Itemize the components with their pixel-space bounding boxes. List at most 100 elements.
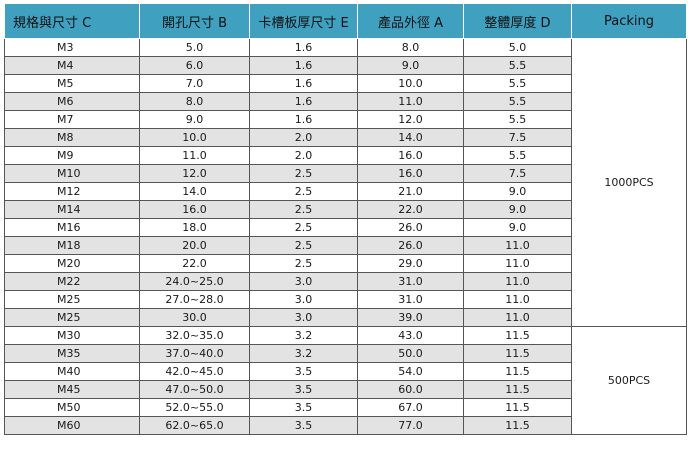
- table-row: M10 12.0 2.5 16.0 7.5: [4, 164, 687, 183]
- outer-diameter-cell: 8.0: [357, 38, 464, 57]
- outer-diameter-cell: 16.0: [357, 146, 464, 165]
- overall-thickness-cell: 11.0: [463, 290, 572, 309]
- hole-size-cell: 20.0: [139, 236, 250, 255]
- outer-diameter-cell: 10.0: [357, 74, 464, 93]
- hole-size-cell: 42.0~45.0: [139, 362, 250, 381]
- panel-thickness-cell: 3.0: [249, 272, 358, 291]
- panel-thickness-cell: 3.0: [249, 290, 358, 309]
- header-panel-thickness: 卡槽板厚尺寸 E: [249, 3, 358, 39]
- size-cell: M60: [4, 416, 140, 435]
- panel-thickness-cell: 1.6: [249, 38, 358, 57]
- hole-size-cell: 9.0: [139, 110, 250, 129]
- outer-diameter-cell: 9.0: [357, 56, 464, 75]
- panel-thickness-cell: 2.5: [249, 254, 358, 273]
- outer-diameter-cell: 22.0: [357, 200, 464, 219]
- packing-cell: 1000PCS: [571, 38, 687, 327]
- panel-thickness-cell: 3.5: [249, 380, 358, 399]
- outer-diameter-cell: 26.0: [357, 236, 464, 255]
- panel-thickness-cell: 1.6: [249, 56, 358, 75]
- outer-diameter-cell: 50.0: [357, 344, 464, 363]
- overall-thickness-cell: 5.5: [463, 146, 572, 165]
- panel-thickness-cell: 2.5: [249, 182, 358, 201]
- overall-thickness-cell: 11.5: [463, 362, 572, 381]
- table-row: M22 24.0~25.0 3.0 31.0 11.0: [4, 272, 687, 291]
- table-row: M25 27.0~28.0 3.0 31.0 11.0: [4, 290, 687, 309]
- hole-size-cell: 11.0: [139, 146, 250, 165]
- outer-diameter-cell: 11.0: [357, 92, 464, 111]
- size-cell: M12: [4, 182, 140, 201]
- hole-size-cell: 7.0: [139, 74, 250, 93]
- outer-diameter-cell: 39.0: [357, 308, 464, 327]
- hole-size-cell: 32.0~35.0: [139, 326, 250, 345]
- outer-diameter-cell: 60.0: [357, 380, 464, 399]
- panel-thickness-cell: 1.6: [249, 74, 358, 93]
- table-row: M3 5.0 1.6 8.0 5.0 1000PCS: [4, 38, 687, 327]
- panel-thickness-cell: 2.5: [249, 218, 358, 237]
- hole-size-cell: 5.0: [139, 38, 250, 57]
- outer-diameter-cell: 29.0: [357, 254, 464, 273]
- table-row: M25 30.0 3.0 39.0 11.0: [4, 308, 687, 327]
- header-outer-diameter: 產品外徑 A: [357, 3, 464, 39]
- overall-thickness-cell: 9.0: [463, 182, 572, 201]
- overall-thickness-cell: 11.5: [463, 380, 572, 399]
- header-row: 規格與尺寸 C 開孔尺寸 B 卡槽板厚尺寸 E 產品外徑 A 整體厚度 D Pa…: [4, 3, 687, 39]
- size-cell: M16: [4, 218, 140, 237]
- panel-thickness-cell: 3.5: [249, 362, 358, 381]
- panel-thickness-cell: 3.2: [249, 326, 358, 345]
- size-cell: M5: [4, 74, 140, 93]
- overall-thickness-cell: 11.5: [463, 398, 572, 417]
- outer-diameter-cell: 16.0: [357, 164, 464, 183]
- hole-size-cell: 52.0~55.0: [139, 398, 250, 417]
- panel-thickness-cell: 2.0: [249, 128, 358, 147]
- spec-table: 規格與尺寸 C 開孔尺寸 B 卡槽板厚尺寸 E 產品外徑 A 整體厚度 D Pa…: [4, 3, 687, 435]
- panel-thickness-cell: 2.0: [249, 146, 358, 165]
- table-row: M4 6.0 1.6 9.0 5.5: [4, 56, 687, 75]
- size-cell: M14: [4, 200, 140, 219]
- table-row: M18 20.0 2.5 26.0 11.0: [4, 236, 687, 255]
- size-cell: M20: [4, 254, 140, 273]
- overall-thickness-cell: 9.0: [463, 218, 572, 237]
- size-cell: M9: [4, 146, 140, 165]
- panel-thickness-cell: 1.6: [249, 92, 358, 111]
- outer-diameter-cell: 31.0: [357, 272, 464, 291]
- header-hole-size: 開孔尺寸 B: [139, 3, 250, 39]
- hole-size-cell: 37.0~40.0: [139, 344, 250, 363]
- overall-thickness-cell: 5.5: [463, 110, 572, 129]
- outer-diameter-cell: 54.0: [357, 362, 464, 381]
- table-row: M30 32.0~35.0 3.2 43.0 11.5 500PCS: [4, 326, 687, 435]
- hole-size-cell: 10.0: [139, 128, 250, 147]
- hole-size-cell: 14.0: [139, 182, 250, 201]
- panel-thickness-cell: 2.5: [249, 164, 358, 183]
- hole-size-cell: 27.0~28.0: [139, 290, 250, 309]
- size-cell: M3: [4, 38, 140, 57]
- overall-thickness-cell: 11.5: [463, 416, 572, 435]
- hole-size-cell: 8.0: [139, 92, 250, 111]
- panel-thickness-cell: 3.0: [249, 308, 358, 327]
- outer-diameter-cell: 67.0: [357, 398, 464, 417]
- overall-thickness-cell: 7.5: [463, 128, 572, 147]
- size-cell: M10: [4, 164, 140, 183]
- size-cell: M18: [4, 236, 140, 255]
- size-cell: M35: [4, 344, 140, 363]
- hole-size-cell: 24.0~25.0: [139, 272, 250, 291]
- panel-thickness-cell: 3.5: [249, 416, 358, 435]
- size-cell: M22: [4, 272, 140, 291]
- table-row: M5 7.0 1.6 10.0 5.5: [4, 74, 687, 93]
- table-row: M60 62.0~65.0 3.5 77.0 11.5: [4, 416, 687, 435]
- panel-thickness-cell: 2.5: [249, 236, 358, 255]
- size-cell: M4: [4, 56, 140, 75]
- header-packing: Packing: [571, 3, 687, 39]
- hole-size-cell: 47.0~50.0: [139, 380, 250, 399]
- outer-diameter-cell: 26.0: [357, 218, 464, 237]
- table-row: M16 18.0 2.5 26.0 9.0: [4, 218, 687, 237]
- header-size: 規格與尺寸 C: [4, 3, 140, 39]
- size-cell: M50: [4, 398, 140, 417]
- size-cell: M7: [4, 110, 140, 129]
- overall-thickness-cell: 5.5: [463, 56, 572, 75]
- table-row: M35 37.0~40.0 3.2 50.0 11.5: [4, 344, 687, 363]
- size-cell: M40: [4, 362, 140, 381]
- outer-diameter-cell: 14.0: [357, 128, 464, 147]
- hole-size-cell: 16.0: [139, 200, 250, 219]
- size-cell: M8: [4, 128, 140, 147]
- size-cell: M30: [4, 326, 140, 345]
